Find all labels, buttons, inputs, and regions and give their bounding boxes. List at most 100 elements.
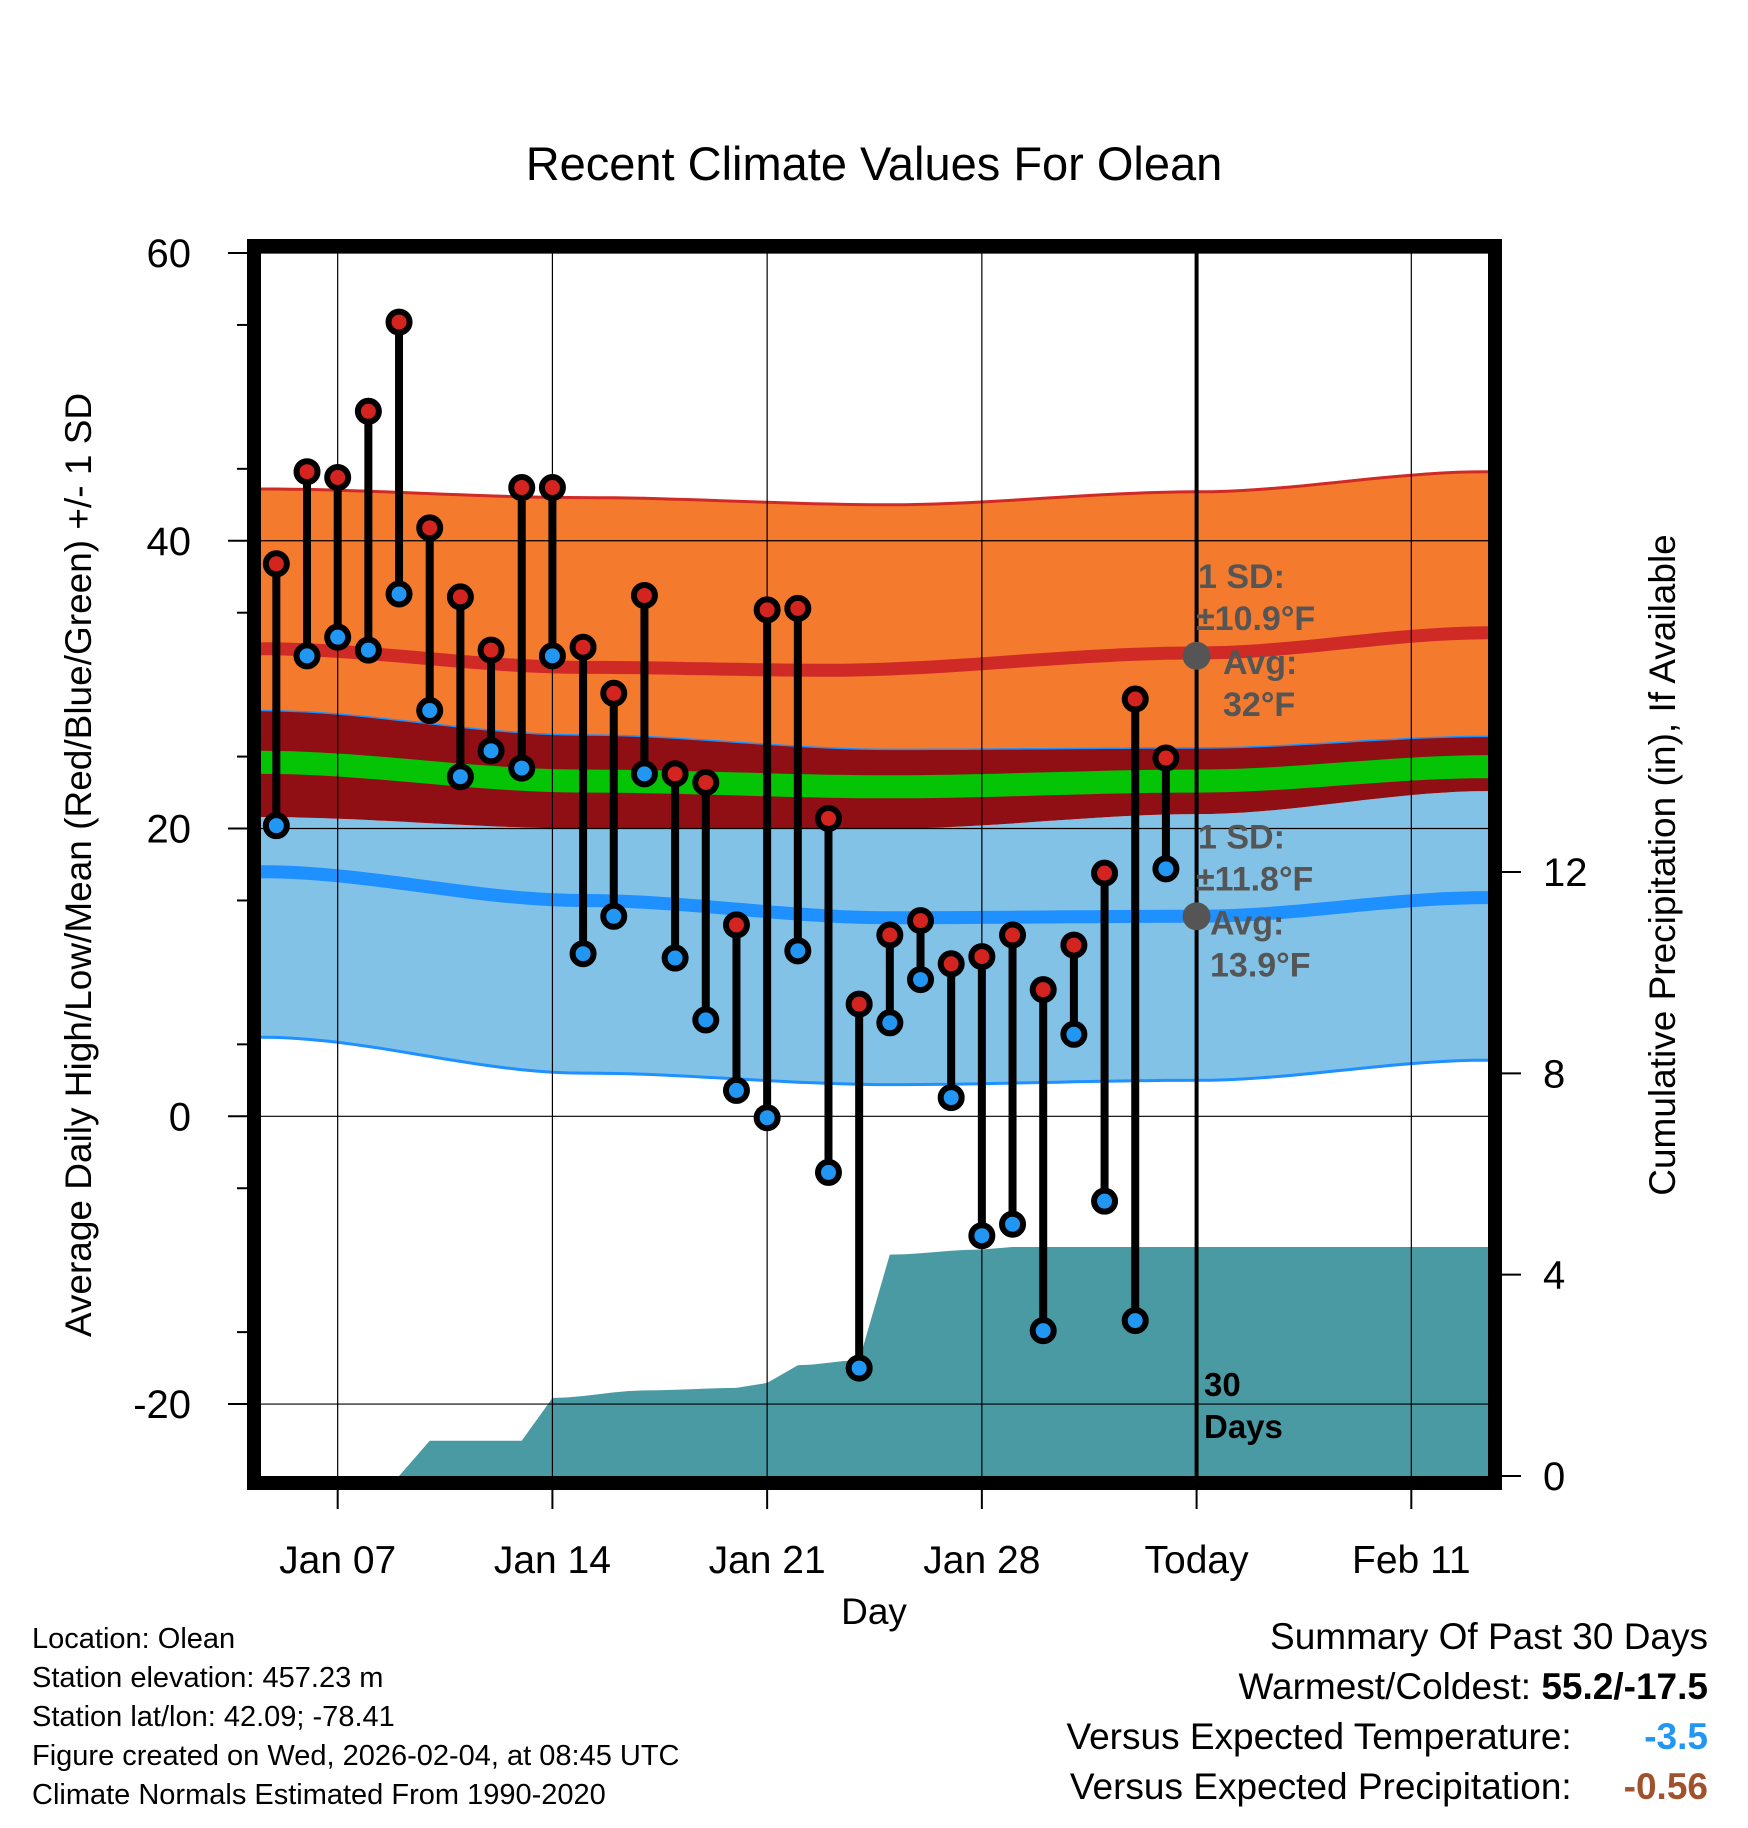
y-tick-label-2: 20 (147, 808, 192, 852)
high-point-21 (907, 907, 935, 935)
high-point-29 (1152, 744, 1180, 772)
low-point-11 (600, 902, 628, 930)
x-tick-label-0: Jan 07 (279, 1539, 396, 1582)
high-point-16 (753, 596, 781, 624)
y-tick-label-0: 60 (147, 232, 192, 276)
low-point-8 (508, 754, 536, 782)
temp-label: Versus Expected Temperature: (1066, 1716, 1572, 1757)
high-point-15 (722, 911, 750, 939)
created-text: Figure created on Wed, 2026-02-04, at 08… (32, 1740, 680, 1772)
low-point-3 (354, 636, 382, 664)
low-point-29 (1152, 855, 1180, 883)
low-point-2 (324, 623, 352, 651)
x-tick-label-4: Today (1145, 1539, 1250, 1582)
low-point-9 (538, 642, 566, 670)
high-avg-value: 32°F (1223, 686, 1295, 724)
low-sd-value: ±11.8°F (1196, 860, 1313, 898)
low-point-18 (814, 1158, 842, 1186)
high-point-27 (1091, 859, 1119, 887)
low-point-13 (661, 944, 689, 972)
x-tick-label-2: Jan 21 (709, 1539, 826, 1582)
low-point-17 (784, 937, 812, 965)
high-avg-label: Avg: (1223, 644, 1297, 682)
high-point-4 (385, 308, 413, 336)
low-point-0 (262, 812, 290, 840)
elevation-text: Station elevation: 457.23 m (32, 1662, 384, 1694)
high-point-3 (354, 397, 382, 425)
x-tick-label-3: Jan 28 (923, 1539, 1040, 1582)
days-count: 30 (1204, 1366, 1241, 1403)
high-point-10 (569, 633, 597, 661)
normals-text: Climate Normals Estimated From 1990-2020 (32, 1779, 606, 1811)
high-point-13 (661, 760, 689, 788)
low-point-4 (385, 580, 413, 608)
high-point-6 (446, 583, 474, 611)
high-point-0 (262, 550, 290, 578)
high-point-8 (508, 474, 536, 502)
normals-annotations: 1 SD: ±10.9°F Avg: 32°F 1 SD: ±11.8°F Avg: 13.9… (1182, 253, 1315, 1476)
high-point-22 (937, 950, 965, 978)
low-point-24 (999, 1210, 1027, 1238)
low-point-1 (293, 642, 321, 670)
y-tick-label-4: -20 (133, 1383, 191, 1427)
x-tick-label-5: Feb 11 (1352, 1539, 1471, 1582)
warm-value: 55.2/-17.5 (1541, 1666, 1708, 1707)
low-point-26 (1060, 1020, 1088, 1048)
high-point-1 (293, 458, 321, 486)
low-lower-line (261, 1035, 1488, 1087)
mean-sd-band (261, 710, 1488, 829)
high-point-7 (477, 636, 505, 664)
days-label: Days (1204, 1408, 1283, 1445)
high-point-17 (784, 594, 812, 622)
high-sd-label: 1 SD: (1198, 558, 1285, 596)
high-sd-value: ±10.9°F (1196, 600, 1315, 638)
high-point-23 (968, 943, 996, 971)
high-point-25 (1029, 976, 1057, 1004)
high-point-18 (814, 804, 842, 832)
high-lower-edge (261, 709, 1488, 751)
high-point-12 (630, 581, 658, 609)
precip-value: -0.56 (1623, 1766, 1708, 1807)
low-point-6 (446, 763, 474, 791)
low-sd-label: 1 SD: (1198, 818, 1285, 856)
low-avg-line (261, 865, 1488, 925)
location-text: Location: Olean (32, 1623, 236, 1655)
summary-precip-row: Versus Expected Precipitation: -0.56 (1066, 1762, 1708, 1812)
daily-range-bars (262, 308, 1180, 1382)
x-tick-label-1: Jan 14 (494, 1539, 611, 1582)
y2-axis-title: Cumulative Precipitation (in), If Availa… (1642, 534, 1683, 1196)
low-point-5 (416, 697, 444, 725)
y2-tick-label-2: 4 (1543, 1254, 1565, 1298)
precip-label: Versus Expected Precipitation: (1069, 1766, 1572, 1807)
y-tick-label-3: 0 (169, 1095, 191, 1139)
low-point-12 (630, 760, 658, 788)
high-point-28 (1121, 685, 1149, 713)
low-point-28 (1121, 1307, 1149, 1335)
low-avg-marker (1182, 902, 1211, 931)
low-sd-band (261, 791, 1488, 1085)
high-point-9 (538, 474, 566, 502)
low-point-22 (937, 1084, 965, 1112)
low-point-20 (876, 1009, 904, 1037)
low-point-23 (968, 1222, 996, 1250)
high-point-14 (692, 768, 720, 796)
high-point-24 (999, 921, 1027, 949)
mean-avg-band (261, 750, 1488, 799)
latlon-text: Station lat/lon: 42.09; -78.41 (32, 1701, 395, 1733)
low-point-27 (1091, 1187, 1119, 1215)
low-point-16 (753, 1104, 781, 1132)
chart-title: Recent Climate Values For Olean (526, 137, 1223, 190)
low-point-15 (722, 1076, 750, 1104)
low-point-14 (692, 1006, 720, 1034)
summary-title: Summary Of Past 30 Days (1270, 1616, 1708, 1657)
x-axis-title: Day (841, 1591, 907, 1632)
temp-value: -3.5 (1644, 1716, 1708, 1757)
high-upper-line (261, 470, 1488, 507)
high-point-26 (1060, 931, 1088, 959)
summary-panel: Summary Of Past 30 Days Warmest/Coldest:… (1066, 1612, 1708, 1812)
warm-label: Warmest/Coldest: (1238, 1666, 1532, 1707)
high-point-11 (600, 679, 628, 707)
station-info: Location: Olean Station elevation: 457.2… (32, 1620, 680, 1815)
